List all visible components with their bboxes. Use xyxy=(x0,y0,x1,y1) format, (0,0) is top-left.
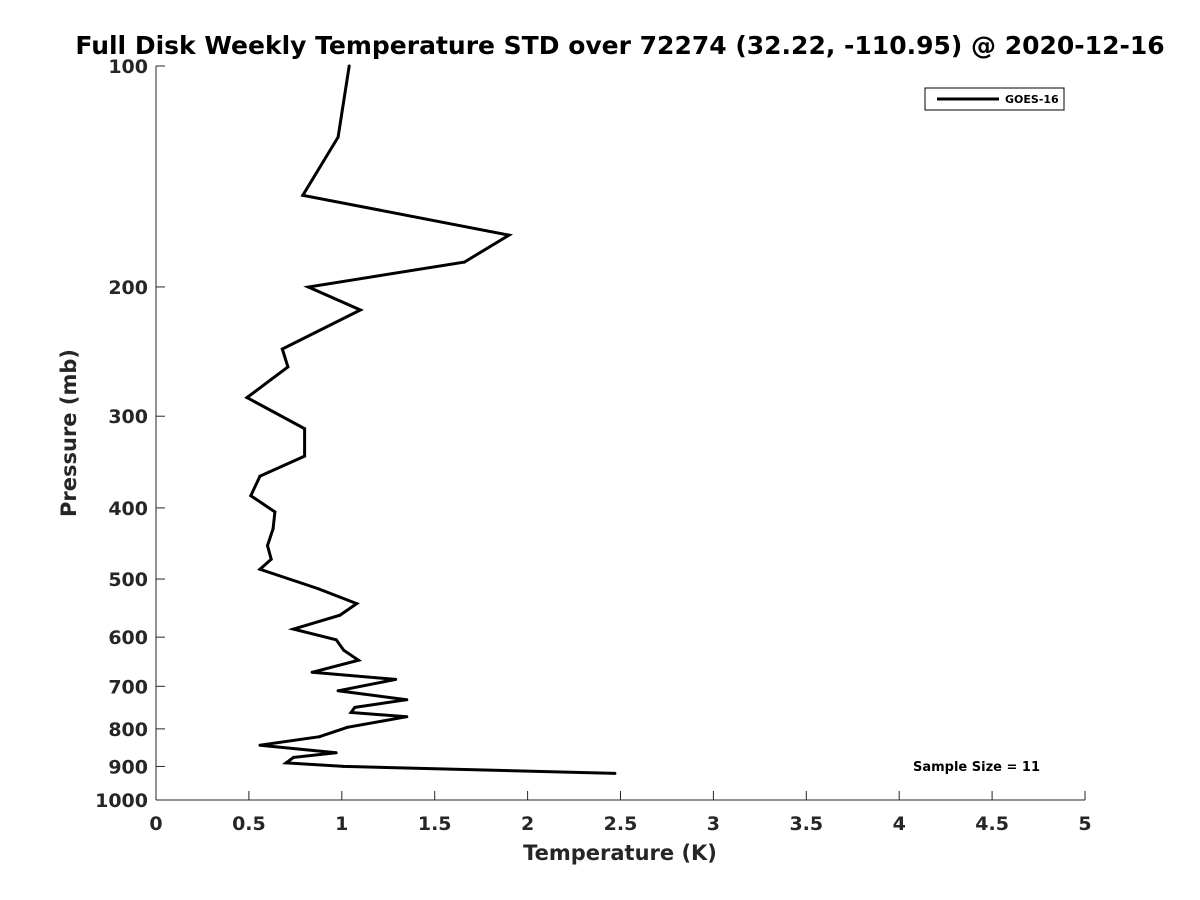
y-tick-label: 300 xyxy=(108,406,148,428)
legend: GOES-16 xyxy=(924,87,1065,111)
data-point xyxy=(405,698,409,702)
chart-title: Full Disk Weekly Temperature STD over 72… xyxy=(75,31,1164,60)
data-point xyxy=(301,193,305,197)
data-point xyxy=(318,735,321,739)
data-point xyxy=(310,670,314,674)
y-axis-title: Pressure (mb) xyxy=(57,349,81,517)
data-point xyxy=(258,567,262,571)
x-tick-label: 3.5 xyxy=(789,813,823,835)
data-point xyxy=(258,474,262,478)
data-point xyxy=(394,677,398,681)
data-point xyxy=(405,715,409,719)
data-point xyxy=(303,427,307,431)
data-point xyxy=(266,544,269,547)
data-point xyxy=(334,638,338,642)
data-point xyxy=(613,771,617,775)
x-axis-ticks: 0 0.5 1 1.5 2 2.5 3 3.5 4 4.5 5 xyxy=(149,791,1092,835)
y-tick-label: 400 xyxy=(108,498,148,520)
y-tick-label: 800 xyxy=(108,719,148,741)
x-axis-title: Temperature (K) xyxy=(523,841,717,865)
data-point xyxy=(342,648,346,652)
x-tick-label: 2 xyxy=(521,813,534,835)
x-tick-label: 1 xyxy=(335,813,348,835)
data-point xyxy=(258,743,262,747)
sample-size-annotation: Sample Size = 11 xyxy=(913,760,1040,775)
data-point xyxy=(292,755,295,759)
data-point xyxy=(507,233,511,237)
data-point xyxy=(336,135,340,139)
data-point xyxy=(269,557,273,561)
data-point xyxy=(342,764,346,768)
data-point xyxy=(462,260,466,264)
y-tick-label: 700 xyxy=(108,676,148,698)
y-tick-label: 1000 xyxy=(95,790,148,812)
x-tick-label: 0 xyxy=(149,813,162,835)
data-point xyxy=(316,587,320,590)
data-point xyxy=(345,725,349,729)
data-point xyxy=(349,711,353,714)
data-point xyxy=(284,761,288,765)
data-point xyxy=(336,689,340,693)
x-tick-label: 2.5 xyxy=(604,813,638,835)
data-point xyxy=(271,527,275,531)
data-point xyxy=(245,396,249,400)
data-point xyxy=(358,308,362,312)
data-point xyxy=(249,494,253,498)
y-tick-label: 100 xyxy=(108,56,148,78)
series-layer xyxy=(244,64,617,775)
data-point xyxy=(303,454,307,458)
y-tick-label: 200 xyxy=(108,277,148,299)
data-point xyxy=(334,751,338,755)
data-point xyxy=(280,347,284,351)
x-tick-label: 3 xyxy=(707,813,720,835)
x-tick-label: 4.5 xyxy=(975,813,1009,835)
legend-label-goes-16: GOES-16 xyxy=(1005,93,1059,106)
x-tick-label: 4 xyxy=(893,813,906,835)
data-point xyxy=(286,365,290,369)
data-point xyxy=(338,613,342,617)
data-point xyxy=(273,510,277,514)
data-point xyxy=(292,627,295,631)
data-point xyxy=(353,705,357,709)
data-point xyxy=(347,64,351,68)
data-point xyxy=(357,658,360,662)
y-tick-label: 900 xyxy=(108,756,148,778)
x-tick-label: 0.5 xyxy=(232,813,266,835)
x-tick-label: 1.5 xyxy=(418,813,452,835)
x-tick-label: 5 xyxy=(1078,813,1091,835)
y-axis-ticks: 100 200 300 400 500 600 700 800 900 1000 xyxy=(95,56,165,812)
y-tick-label: 500 xyxy=(108,569,148,591)
data-point xyxy=(355,602,359,606)
y-tick-label: 600 xyxy=(108,627,148,649)
data-point xyxy=(306,285,310,289)
